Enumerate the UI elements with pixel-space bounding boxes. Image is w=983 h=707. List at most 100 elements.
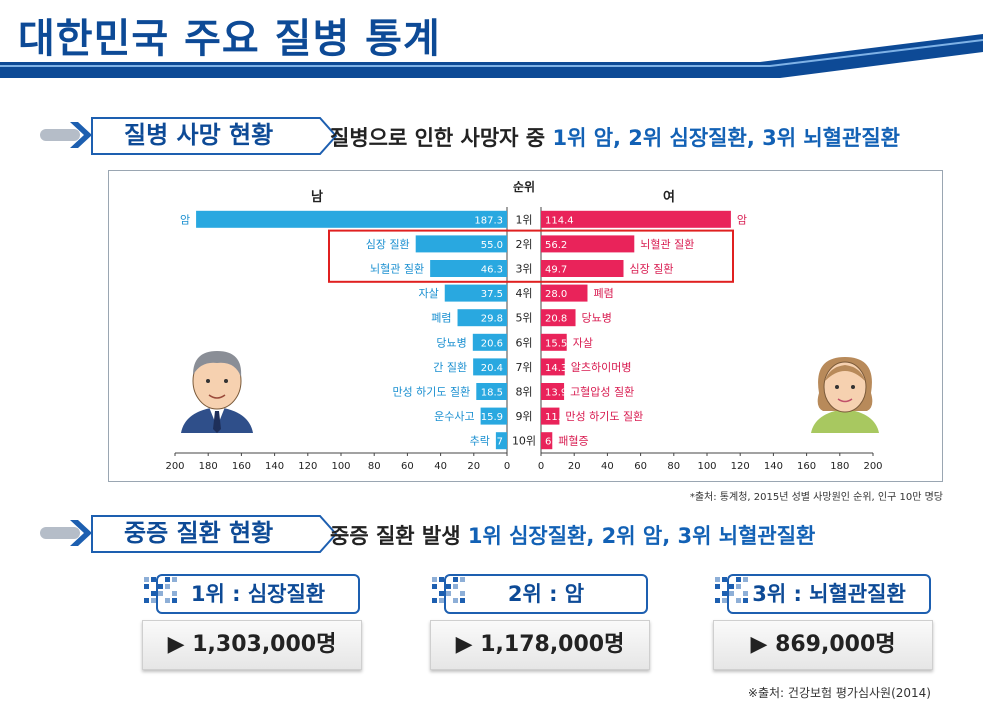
- right-tick-label: 60: [634, 461, 647, 472]
- section-serious-desc-highlight: 1위 심장질환, 2위 암, 3위 뇌혈관질환: [467, 524, 816, 548]
- male-value-label: 29.8: [481, 314, 503, 325]
- male-value-label: 37.5: [481, 289, 503, 300]
- section-pill: [40, 527, 80, 539]
- female-bar: [541, 383, 565, 400]
- right-tick-label: 100: [697, 461, 716, 472]
- male-value-label: 46.3: [481, 265, 503, 276]
- ranking-card-label: 1위 : 심장질환: [156, 574, 360, 614]
- female-category-label: 패혈증: [558, 434, 588, 448]
- chart-source: *출처: 통계청, 2015년 성별 사망원인 순위, 인구 10만 명당: [689, 492, 943, 503]
- woman-clothes: [811, 409, 879, 433]
- rank-label: 8위: [515, 386, 532, 399]
- male-bar: [444, 284, 507, 302]
- male-bar: [495, 432, 507, 450]
- male-value-label: 55.0: [481, 240, 503, 251]
- man-eye-right: [224, 379, 228, 383]
- right-tick-label: 180: [830, 461, 849, 472]
- male-bar: [472, 333, 507, 351]
- male-bar: [196, 210, 507, 228]
- section-pill: [40, 129, 80, 141]
- section-serious-desc: 중증 질환 발생 1위 심장질환, 2위 암, 3위 뇌혈관질환: [330, 520, 815, 550]
- female-bar: [541, 309, 576, 327]
- male-value-label: 18.5: [481, 388, 503, 399]
- right-header: 여: [663, 189, 675, 205]
- male-value-label: 187.3: [474, 215, 503, 226]
- left-tick-label: 160: [232, 461, 251, 472]
- male-category-label: 간 질환: [433, 361, 467, 374]
- left-tick-label: 60: [401, 461, 414, 472]
- male-bar: [457, 309, 507, 327]
- female-category-label: 만성 하기도 질환: [565, 409, 643, 423]
- male-category-label: 암: [180, 213, 190, 226]
- rank-label: 6위: [515, 336, 532, 349]
- dot-pattern-icon: [432, 577, 465, 603]
- female-bar: [541, 260, 624, 277]
- female-value-label: 15.5: [545, 338, 567, 349]
- section-death-header: 질병 사망 현황 질병으로 인한 사망자 중 1위 암, 2위 심장질환, 3위…: [40, 116, 960, 156]
- male-value-label: 6.7: [487, 437, 503, 448]
- woman-bangs: [825, 365, 865, 381]
- ranking-card-1: 1위 : 심장질환 ▶ 1,303,000명: [142, 574, 362, 670]
- female-value-label: 14.3: [545, 363, 567, 374]
- dot-pattern-icon: [715, 577, 748, 603]
- section-death-desc: 질병으로 인한 사망자 중 1위 암, 2위 심장질환, 3위 뇌혈관질환: [330, 122, 900, 152]
- male-category-label: 자살: [419, 287, 439, 300]
- female-value-label: 11.1: [545, 412, 567, 423]
- female-value-label: 49.7: [545, 265, 567, 276]
- rank-label: 1위: [515, 213, 532, 226]
- ranking-card-label: 3위 : 뇌혈관질환: [727, 574, 931, 614]
- ranking-card-value: ▶ 869,000명: [713, 620, 933, 670]
- male-category-label: 추락: [470, 435, 490, 448]
- male-category-label: 만성 하기도 질환: [392, 385, 470, 399]
- chart-marks: 1위 187.3 암 114.4 암 2위 55.0 심장 질환 56.2 뇌혈관 질환 3위 46.…: [180, 210, 747, 450]
- female-value-label: 114.4: [545, 215, 574, 226]
- man-tie: [213, 411, 221, 433]
- ranking-card-value: ▶ 1,178,000명: [430, 620, 650, 670]
- female-bar: [541, 284, 588, 302]
- rank-label: 9위: [515, 410, 532, 423]
- female-category-label: 뇌혈관 질환: [640, 237, 694, 251]
- section-serious-header: 중증 질환 현황 중증 질환 발생 1위 심장질환, 2위 암, 3위 뇌혈관질…: [40, 514, 960, 554]
- center-header: 순위: [513, 180, 535, 194]
- female-bar: [541, 432, 553, 450]
- rank-label: 10위: [512, 435, 536, 448]
- chart-illustrations: [181, 351, 879, 433]
- female-category-label: 암: [737, 213, 747, 226]
- female-category-label: 자살: [573, 336, 593, 349]
- rank-label: 2위: [515, 238, 532, 251]
- chevron-right-icon: [70, 520, 92, 546]
- female-category-label: 알츠하이머병: [571, 360, 632, 374]
- female-bar: [541, 235, 635, 253]
- man-hair: [193, 351, 242, 377]
- ranking-card-2: 2위 : 암 ▶ 1,178,000명: [430, 574, 650, 670]
- male-bar: [480, 407, 507, 425]
- section-death-desc-highlight: 1위 암, 2위 심장질환, 3위 뇌혈관질환: [552, 126, 900, 150]
- title-band: [0, 34, 983, 78]
- section-serious-desc-prefix: 중증 질환 발생: [330, 524, 468, 548]
- woman-eye-left: [835, 385, 839, 389]
- male-value-label: 20.4: [481, 363, 503, 374]
- woman-face: [823, 361, 867, 413]
- woman-illustration: [811, 357, 879, 433]
- female-category-label: 당뇨병: [582, 312, 612, 325]
- female-value-label: 6.8: [545, 437, 561, 448]
- right-tick-label: 200: [863, 461, 882, 472]
- female-category-label: 심장 질환: [630, 263, 674, 276]
- female-bar: [541, 333, 567, 351]
- right-tick-label: 140: [764, 461, 783, 472]
- female-value-label: 56.2: [545, 240, 567, 251]
- male-category-label: 당뇨병: [436, 336, 466, 349]
- right-tick-label: 120: [731, 461, 750, 472]
- ranking-source: ※출처: 건강보험 평가심사원(2014): [747, 686, 931, 700]
- female-bar: [541, 358, 565, 376]
- female-category-label: 폐렴: [593, 287, 613, 300]
- right-tick-label: 80: [667, 461, 680, 472]
- male-bar: [473, 358, 507, 376]
- section-death-label: 질병 사망 현황: [124, 121, 274, 149]
- male-category-label: 뇌혈관 질환: [370, 262, 424, 276]
- male-bar: [430, 260, 507, 277]
- rank-label: 7위: [515, 361, 532, 374]
- man-mouth: [208, 394, 226, 399]
- rank-label: 4위: [515, 287, 532, 300]
- female-category-label: 고혈압성 질환: [570, 385, 634, 399]
